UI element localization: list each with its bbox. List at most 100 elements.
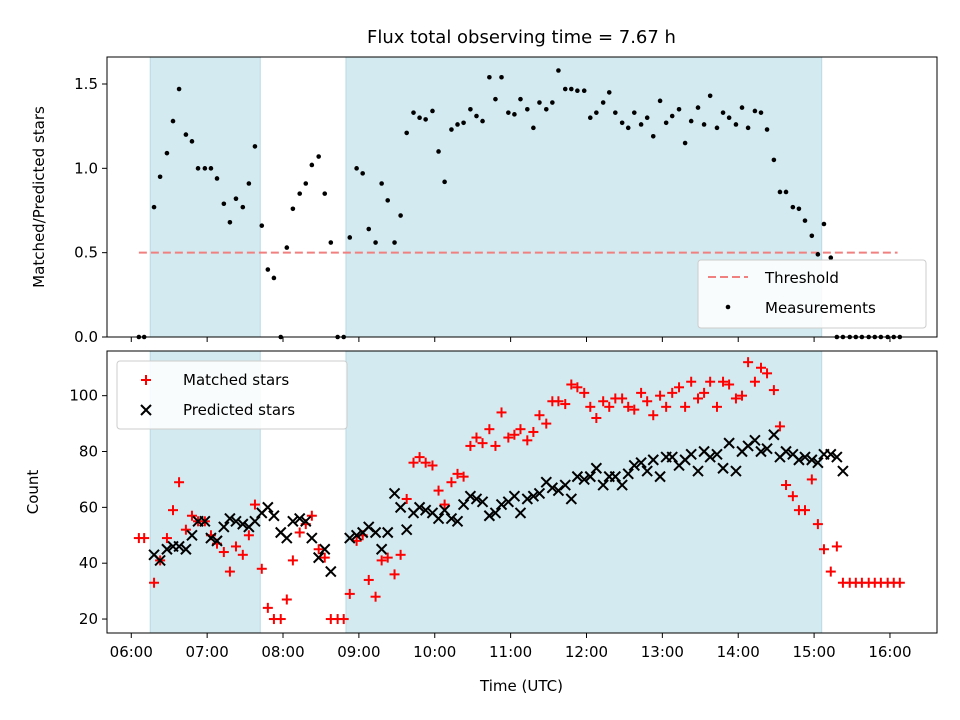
y-axis-label-count: Count (24, 470, 42, 515)
predicted-point (161, 543, 173, 555)
predicted-point (628, 459, 640, 472)
measurement-point (354, 166, 359, 171)
chart-title: Flux total observing time = 7.67 h (367, 27, 676, 48)
measurement-point (594, 110, 599, 115)
legend-predicted-marker (140, 404, 152, 416)
matched-point (515, 424, 526, 435)
measurement-point (701, 122, 707, 127)
measurement-point (714, 125, 720, 131)
measurement-point (802, 218, 808, 223)
measurement-point (468, 106, 473, 112)
predicted-point (224, 512, 236, 525)
matched-point (376, 555, 387, 566)
matched-point (528, 426, 539, 437)
matched-point (427, 460, 438, 471)
predicted-point (464, 490, 477, 502)
matched-point (452, 468, 463, 479)
measurement-point (290, 206, 296, 212)
predicted-point (230, 515, 242, 528)
predicted-point (768, 429, 780, 441)
predicted-point (647, 454, 659, 466)
measurement-point (208, 166, 214, 171)
predicted-point (666, 451, 678, 463)
measurement-point (373, 240, 378, 245)
predicted-point (350, 529, 363, 541)
measurement-point (581, 88, 587, 94)
measurement-point (195, 166, 201, 171)
matched-point (591, 413, 602, 424)
predicted-point (369, 526, 382, 539)
matched-point (522, 435, 533, 446)
measurement-point (600, 100, 606, 105)
matched-point (730, 393, 741, 404)
x-axis-top-panel (130, 337, 891, 342)
predicted-point (514, 507, 527, 519)
measurement-point (449, 127, 454, 132)
matched-point (439, 499, 450, 510)
predicted-point (641, 465, 653, 477)
measurement-point (493, 96, 498, 102)
measurement-point (423, 117, 428, 122)
predicted-point (281, 532, 293, 544)
x-tick-label: 15:00 (792, 643, 835, 661)
matched-point (693, 393, 704, 404)
predicted-point (533, 487, 546, 500)
predicted-point (154, 554, 166, 567)
matched-point (262, 602, 273, 613)
predicted-point (419, 504, 432, 516)
plot-frame-bottom (106, 350, 938, 634)
measurement-point (720, 110, 726, 115)
predicted-point (685, 448, 697, 461)
matched-point (894, 577, 905, 588)
y-tick-label: 40 (79, 554, 98, 572)
measurement-point (828, 255, 834, 261)
measurement-point (669, 113, 675, 119)
measurement-point (575, 88, 580, 94)
measurement-point (379, 181, 384, 186)
measurement-point (259, 223, 265, 228)
matched-point (465, 440, 476, 451)
measurement-point (644, 115, 650, 121)
predicted-point (546, 482, 559, 494)
predicted-point (495, 498, 508, 511)
matched-point (161, 533, 172, 544)
matched-point (636, 387, 647, 398)
predicted-point (300, 515, 312, 528)
matched-point (149, 577, 160, 588)
predicted-point (831, 451, 843, 463)
matched-point (395, 549, 406, 560)
predicted-point (717, 462, 729, 474)
measurement-point (322, 191, 328, 196)
measurement-point (537, 100, 542, 105)
y-tick-label: 20 (79, 610, 98, 628)
predicted-point (287, 515, 299, 528)
matched-point (471, 432, 482, 443)
predicted-point (470, 493, 483, 505)
measurement-point (726, 115, 732, 121)
predicted-point (319, 543, 331, 555)
matched-point (585, 401, 596, 412)
measurement-point (189, 139, 195, 144)
predicted-point (413, 501, 426, 514)
measurement-point (512, 112, 517, 117)
measurement-point (771, 157, 777, 163)
matched-point (218, 547, 229, 558)
measurement-point (392, 240, 397, 245)
legend-measurements-label: Measurements (765, 299, 876, 317)
legend-plus-mark (141, 375, 151, 385)
predicted-point (249, 515, 261, 528)
matched-point (661, 401, 672, 412)
predicted-point (186, 529, 198, 541)
matched-point (243, 530, 254, 541)
predicted-point (180, 543, 192, 555)
y-axis-label-ratio: Matched/Predicted stars (30, 106, 48, 288)
matched-point (617, 393, 628, 404)
measurement-point (821, 221, 827, 227)
matched-point (743, 357, 754, 368)
measurement-point (328, 240, 334, 245)
measurement-point (442, 179, 447, 185)
measurement-point (569, 86, 574, 92)
matched-point (598, 396, 609, 407)
x-tick-label: 07:00 (186, 643, 229, 661)
